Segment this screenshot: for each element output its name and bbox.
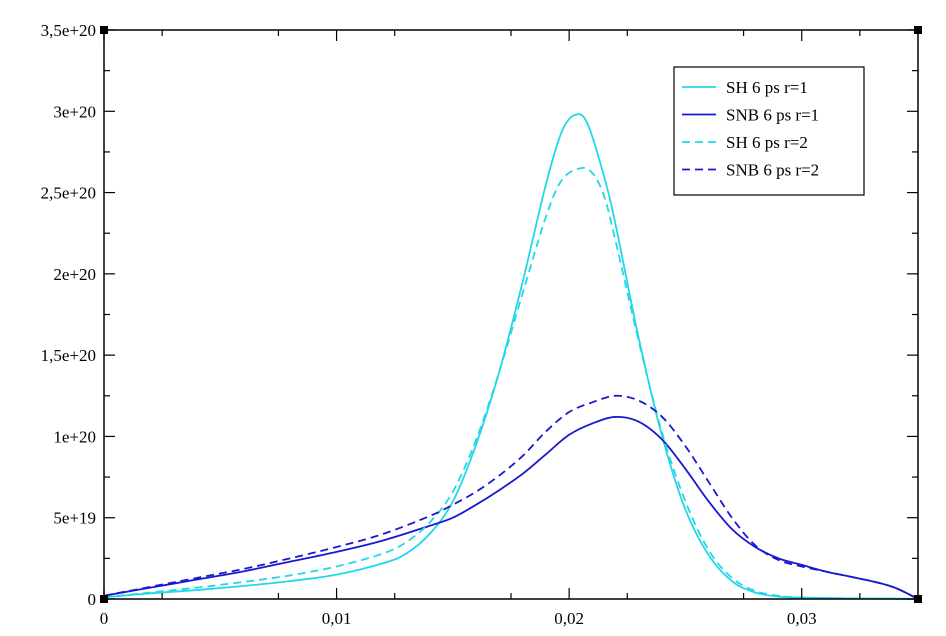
y-tick-label: 0 — [88, 590, 97, 609]
legend-label: SNB 6 ps r=2 — [726, 161, 819, 180]
x-tick-label: 0,01 — [322, 609, 352, 628]
series-line-3 — [103, 166, 919, 600]
y-tick-label: 2e+20 — [53, 265, 96, 284]
series-line-1 — [103, 113, 919, 600]
series-line-2 — [103, 415, 919, 600]
series-layer — [103, 113, 919, 600]
legend: SH 6 ps r=1 SNB 6 ps r=1 SH 6 ps r=2 SNB 6 … — [673, 66, 865, 196]
legend-label: SH 6 ps r=1 — [726, 78, 808, 97]
legend-label: SH 6 ps r=2 — [726, 133, 808, 152]
frame-corner-marker — [100, 26, 108, 34]
y-tick-label: 5e+19 — [53, 509, 96, 528]
y-tick-label: 2,5e+20 — [41, 184, 96, 203]
x-tick-label: 0,02 — [554, 609, 584, 628]
y-tick-label: 1e+20 — [53, 427, 96, 446]
y-tick-label: 3e+20 — [53, 102, 96, 121]
x-tick-label: 0,03 — [787, 609, 817, 628]
legend-label: SNB 6 ps r=1 — [726, 106, 819, 125]
series-line-4 — [103, 394, 919, 600]
frame-corner-marker — [914, 595, 922, 603]
y-tick-label: 3,5e+20 — [41, 21, 96, 40]
frame-corner-marker — [914, 26, 922, 34]
legend-box — [673, 66, 865, 196]
axis-ticks: 0 0,01 0,02 0,03 0 5e+19 1e+20 1,5e+20 2e+20 2,5e… — [41, 21, 918, 628]
frame-corners — [100, 26, 922, 603]
x-tick-label: 0 — [100, 609, 109, 628]
y-tick-label: 1,5e+20 — [41, 346, 96, 365]
frame-corner-marker — [100, 595, 108, 603]
